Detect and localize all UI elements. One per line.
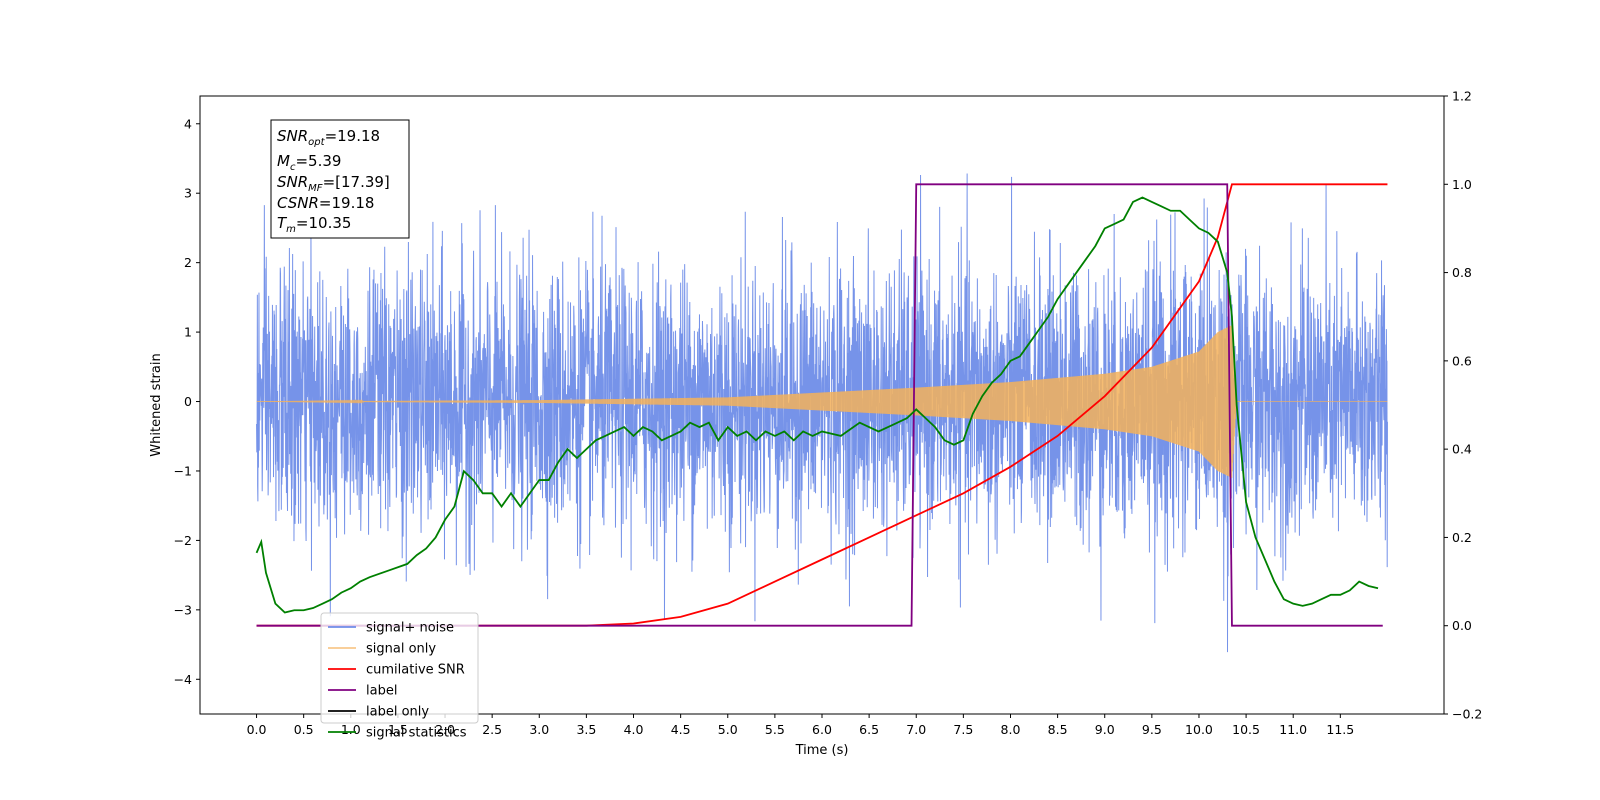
x-tick-label: 7.0: [906, 722, 926, 737]
x-tick-label: 11.0: [1279, 722, 1307, 737]
y-left-tick-label: −3: [174, 602, 192, 617]
x-tick-label: 1.0: [341, 722, 361, 737]
info-box: SNRopt=19.18 Mc=5.39 SNRMF=[17.39] CSNR=…: [270, 119, 410, 239]
series-signal-only: [256, 325, 1388, 478]
y-left-tick-label: 0: [184, 394, 192, 409]
x-tick-label: 8.0: [1001, 722, 1021, 737]
x-tick-label: 4.0: [624, 722, 644, 737]
y-left-tick-label: −1: [174, 463, 192, 478]
x-tick-label: 0.5: [294, 722, 314, 737]
y-left-tick-label: 1: [184, 325, 192, 340]
y-left-tick-label: −2: [174, 533, 192, 548]
y-right-tick-label: 0.2: [1452, 530, 1472, 545]
y-right-tick-label: 0.8: [1452, 265, 1472, 280]
x-tick-label: 3.0: [529, 722, 549, 737]
y-left-tick-label: 4: [184, 116, 192, 131]
y-left-tick-label: 3: [184, 186, 192, 201]
x-tick-label: 5.0: [718, 722, 738, 737]
legend: signal+ noise signal only cumilative SNR la…: [320, 612, 479, 741]
legend-label: signal+ noise: [366, 621, 454, 636]
info-mc: Mc=5.39: [277, 152, 341, 173]
x-tick-label: 7.5: [953, 722, 973, 737]
y-left-axis-ticks: 4 3 2 1 0 −1 −2 −3 −4: [174, 116, 200, 687]
x-tick-label: 5.5: [765, 722, 785, 737]
y-right-tick-label: −0.2: [1452, 707, 1482, 722]
legend-frame: [320, 612, 479, 724]
x-tick-label: 8.5: [1048, 722, 1068, 737]
y-right-tick-label: 1.2: [1452, 89, 1472, 104]
y-right-tick-label: 0.0: [1452, 618, 1472, 633]
legend-label: signal statistics: [366, 726, 467, 741]
info-tm: Tm=10.35: [277, 214, 351, 235]
series-label: [256, 183, 1383, 627]
y-right-tick-label: 0.4: [1452, 442, 1472, 457]
x-tick-label: 2.0: [435, 722, 455, 737]
x-tick-label: 11.5: [1326, 722, 1354, 737]
y-left-tick-label: 2: [184, 255, 192, 270]
series-layer: [255, 173, 1388, 653]
x-tick-label: 3.5: [576, 722, 596, 737]
x-tick-label: 1.5: [388, 722, 408, 737]
x-tick-label: 6.5: [859, 722, 879, 737]
y-left-tick-label: −4: [174, 672, 192, 687]
y-right-axis-ticks: 1.2 1.0 0.8 0.6 0.4 0.2 0.0 −0.2: [1444, 89, 1482, 722]
series-cumulative-snr: [256, 183, 1388, 627]
x-tick-label: 6.0: [812, 722, 832, 737]
x-tick-label: 10.0: [1185, 722, 1213, 737]
y-right-tick-label: 1.0: [1452, 177, 1472, 192]
x-axis-ticks: 0.0 0.5 1.0 1.5 2.0 2.5 3.0 3.5 4.0 4.5 5.0 5.5 6.0 6…: [247, 714, 1354, 737]
x-tick-label: 0.0: [247, 722, 267, 737]
legend-label: signal only: [366, 642, 436, 657]
x-tick-label: 4.5: [671, 722, 691, 737]
info-box-frame: [270, 119, 410, 239]
legend-label: label only: [366, 705, 429, 720]
y-left-axis-label: Whitened strain: [149, 353, 164, 456]
x-tick-label: 2.5: [482, 722, 502, 737]
legend-label: cumilative SNR: [366, 663, 465, 678]
y-right-tick-label: 0.6: [1452, 353, 1472, 368]
legend-label: label: [366, 684, 397, 699]
x-tick-label: 9.0: [1095, 722, 1115, 737]
legend-items: signal+ noise signal only cumilative SNR la…: [328, 621, 467, 741]
info-snr-mf: SNRMF=[17.39]: [277, 173, 390, 194]
info-snr-opt: SNRopt=19.18: [277, 127, 380, 148]
x-axis-label: Time (s): [795, 743, 849, 758]
series-signal-noise: [256, 173, 1388, 653]
x-tick-label: 9.5: [1142, 722, 1162, 737]
series-signal-statistics: [255, 196, 1379, 614]
info-csnr: CSNR=19.18: [277, 194, 374, 212]
x-tick-label: 10.5: [1232, 722, 1260, 737]
